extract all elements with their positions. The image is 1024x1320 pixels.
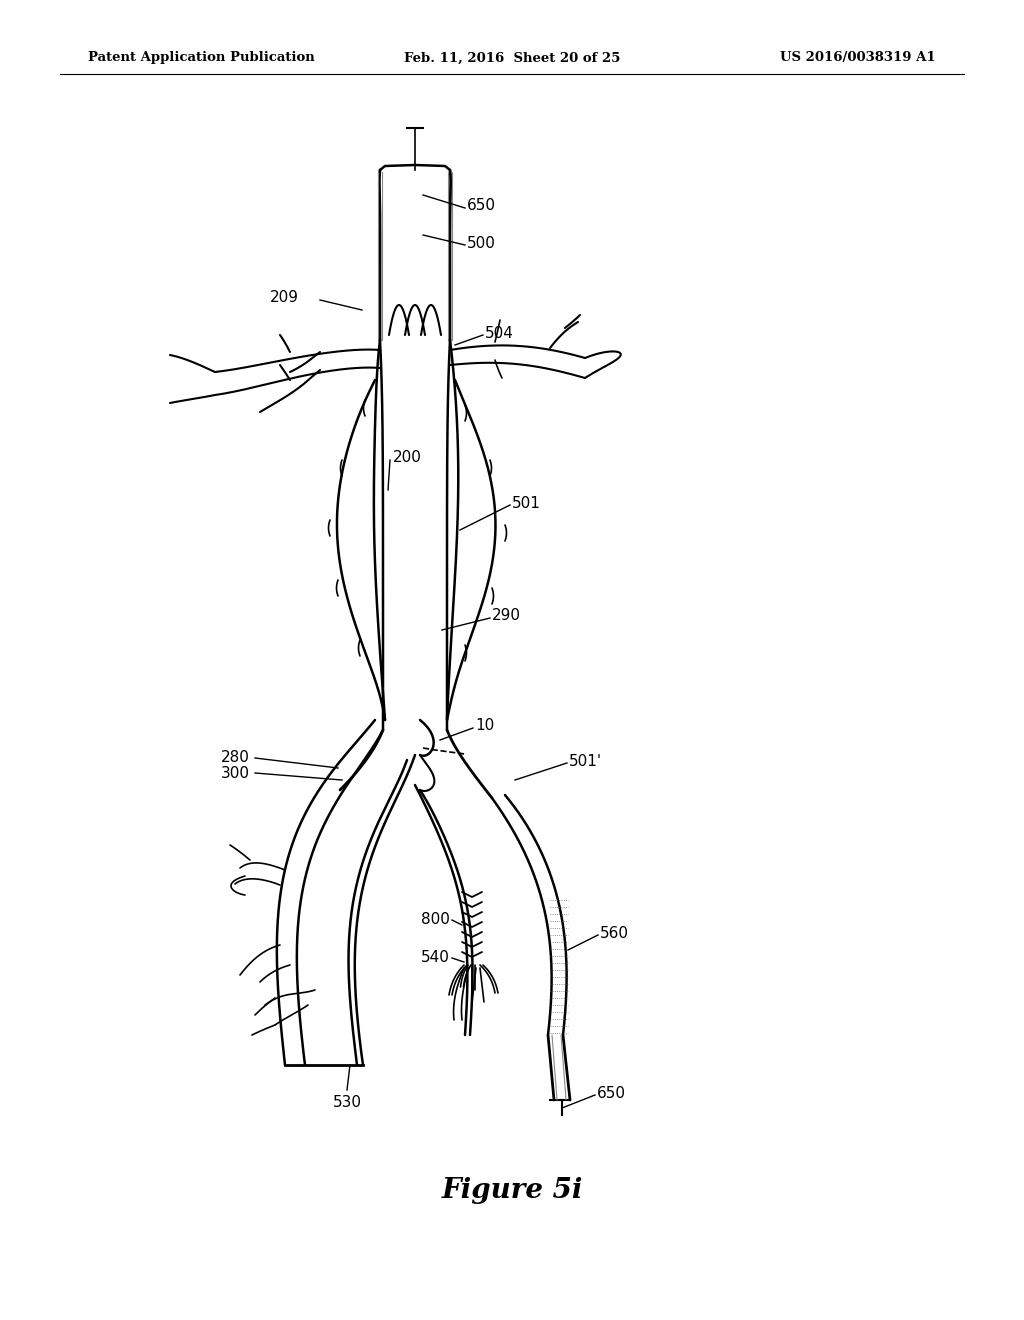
Text: 504: 504	[485, 326, 514, 341]
Text: 209: 209	[270, 290, 299, 305]
Text: Feb. 11, 2016  Sheet 20 of 25: Feb. 11, 2016 Sheet 20 of 25	[403, 51, 621, 65]
Text: 800: 800	[421, 912, 450, 928]
Text: 650: 650	[597, 1085, 626, 1101]
Text: Figure 5i: Figure 5i	[441, 1176, 583, 1204]
Text: 500: 500	[467, 235, 496, 251]
Text: 200: 200	[393, 450, 422, 466]
Text: 280: 280	[221, 751, 250, 766]
Text: 560: 560	[600, 925, 629, 940]
Text: 300: 300	[221, 766, 250, 780]
Text: 10: 10	[475, 718, 495, 734]
Text: 290: 290	[492, 609, 521, 623]
Text: Patent Application Publication: Patent Application Publication	[88, 51, 314, 65]
Text: 650: 650	[467, 198, 496, 214]
Text: 501: 501	[512, 495, 541, 511]
Text: 530: 530	[333, 1096, 361, 1110]
Text: 501': 501'	[569, 754, 602, 768]
Text: 540: 540	[421, 950, 450, 965]
Text: US 2016/0038319 A1: US 2016/0038319 A1	[780, 51, 936, 65]
